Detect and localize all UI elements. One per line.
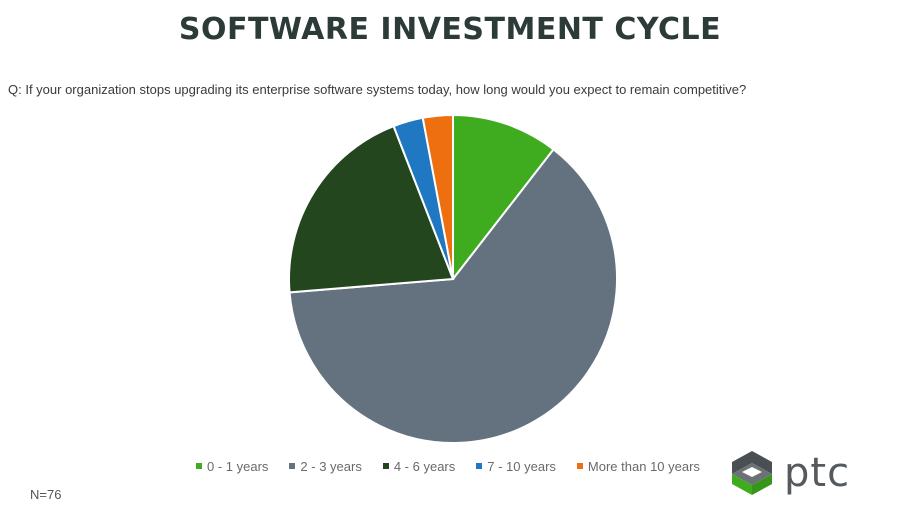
pie-slice-2 [288,124,455,294]
legend-item-1: 2 - 3 years [289,458,362,474]
chart-title: SOFTWARE INVESTMENT CYCLE [178,12,722,47]
ptc-logo-icon [732,451,772,495]
sample-size-label: N=76 [30,487,62,502]
legend-label: 4 - 6 years [393,458,456,474]
pie-slice-1 [288,148,618,444]
pie-slice-0 [452,113,555,282]
pie-slice-4 [421,113,454,280]
legend-swatch [576,463,583,469]
ptc-logo: ptc [730,448,860,498]
legend-swatch [476,463,483,469]
legend-item-0: 0 - 1 years [196,459,268,474]
legend-swatch [289,463,296,469]
legend-label: 0 - 1 years [207,458,269,474]
chart-legend: 0 - 1 years 2 - 3 years 4 - 6 years 7 - 10 … [196,458,721,474]
legend-label: More than 10 years [587,458,700,474]
legend-label: 7 - 10 years [487,458,556,474]
survey-question: Q: If your organization stops upgrading … [8,82,747,97]
legend-swatch [382,463,389,469]
logo-text: ptc [784,450,851,496]
legend-item-4: More than 10 years [576,458,700,474]
legend-label: 2 - 3 years [300,458,362,474]
legend-item-2: 4 - 6 years [382,458,456,474]
legend-item-3: 7 - 10 years [476,459,556,474]
legend-swatch [196,463,202,469]
